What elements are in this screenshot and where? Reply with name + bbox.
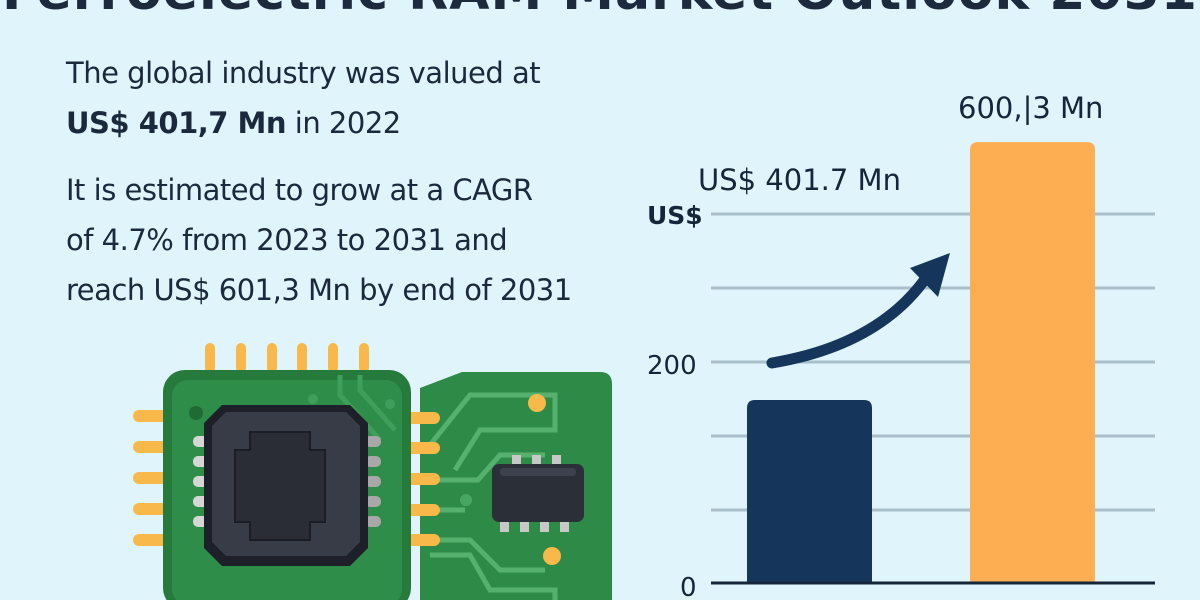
y-axis-label: US$ <box>647 201 703 230</box>
bar-data-label: US$ 401.7 Mn <box>698 163 901 197</box>
trend-arrow-icon <box>766 269 934 369</box>
growth-line-2: of 4.7% from 2023 to 2031 and <box>66 223 508 257</box>
valuation-line-2: US$ 401,7 Mn in 2022 <box>66 98 540 148</box>
growth-text: It is estimated to grow at a CAGR of 4.7… <box>66 165 572 315</box>
board-traces <box>395 392 558 600</box>
valuation-text: The global industry was valued at US$ 40… <box>66 48 541 148</box>
trend-arrow-head <box>910 253 950 297</box>
bar-2031 <box>970 142 1095 584</box>
y-tick-label: 0 <box>680 573 697 600</box>
via <box>460 494 472 506</box>
valuation-amount: US$ 401,7 Mn <box>66 106 287 140</box>
valuation-year: in 2022 <box>286 106 401 140</box>
bar-data-label: 600,|3 Mn <box>958 91 1103 125</box>
chip-pins-top <box>205 343 369 373</box>
circuit-board-chip-icon <box>133 343 612 600</box>
bar-2022 <box>747 400 872 583</box>
solder-pad <box>528 394 546 412</box>
chip-leads-right <box>365 436 381 527</box>
solder-pad <box>543 547 561 565</box>
page-title: Ferroelectric RAM Market Outlook 2031 <box>0 0 1200 22</box>
small-chip <box>492 455 584 532</box>
valuation-line-1: The global industry was valued at <box>66 56 541 90</box>
growth-line-3: reach US$ 601,3 Mn by end of 2031 <box>66 273 572 307</box>
growth-line-1: It is estimated to grow at a CAGR <box>66 173 533 207</box>
y-tick-label: 200 <box>647 351 697 381</box>
chip-pins-right <box>402 412 440 546</box>
